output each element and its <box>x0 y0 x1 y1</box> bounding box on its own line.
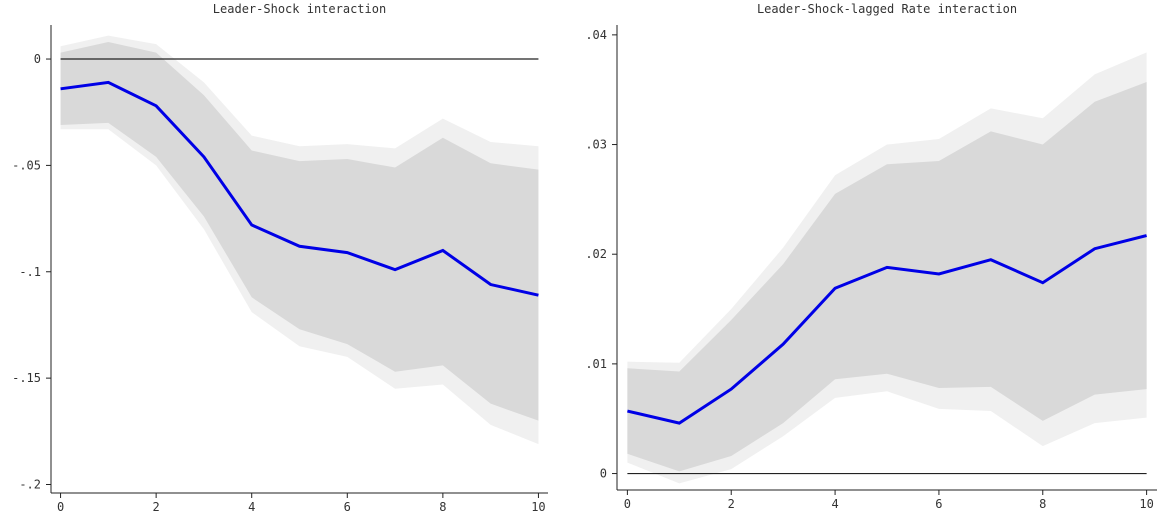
x-tick-label: 0 <box>57 500 64 514</box>
y-tick-label: -.1 <box>19 265 41 279</box>
x-tick-label: 0 <box>624 497 631 511</box>
confidence-band <box>60 42 539 421</box>
y-tick-label: 0 <box>600 467 607 481</box>
estimate-line <box>60 80 539 297</box>
x-tick-label: 10 <box>531 500 545 514</box>
confidence-band <box>627 82 1147 472</box>
y-tick-label: .03 <box>585 138 607 152</box>
chart-title: Leader-Shock-lagged Rate interaction <box>757 2 1017 16</box>
chart-title: Leader-Shock interaction <box>213 2 386 16</box>
x-tick-label: 2 <box>153 500 160 514</box>
x-tick-label: 10 <box>1139 497 1153 511</box>
y-tick-label: .02 <box>585 247 607 261</box>
x-tick-label: 4 <box>248 500 255 514</box>
x-tick-label: 6 <box>344 500 351 514</box>
estimate-line <box>627 234 1147 425</box>
x-tick-label: 4 <box>831 497 838 511</box>
y-tick-label: -.05 <box>12 158 41 172</box>
x-tick-label: 8 <box>439 500 446 514</box>
y-tick-label: .04 <box>585 28 607 42</box>
x-tick-label: 2 <box>728 497 735 511</box>
y-tick-label: -.15 <box>12 371 41 385</box>
y-tick-label: .01 <box>585 357 607 371</box>
y-tick-label: -.2 <box>19 477 41 491</box>
x-tick-label: 8 <box>1039 497 1046 511</box>
y-tick-label: 0 <box>34 52 41 66</box>
x-tick-label: 6 <box>935 497 942 511</box>
